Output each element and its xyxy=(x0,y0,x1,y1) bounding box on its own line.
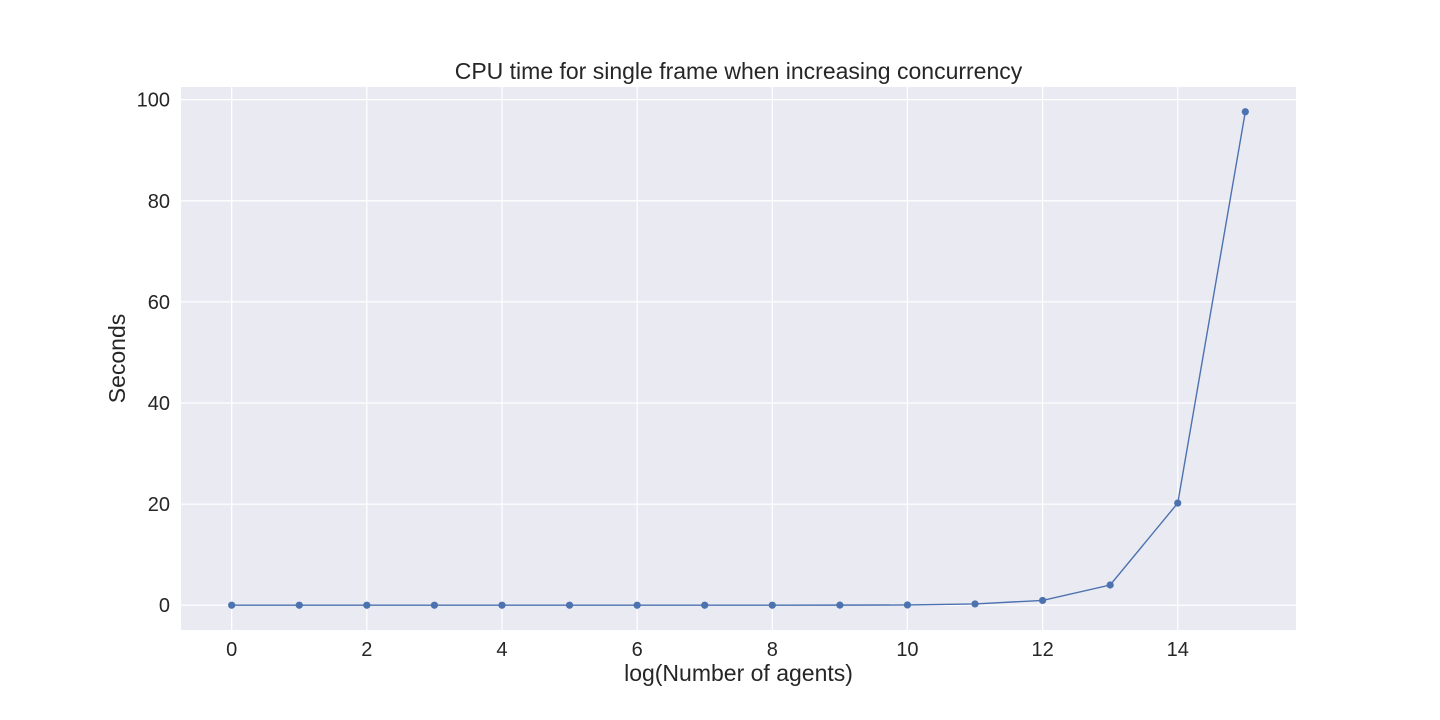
data-point xyxy=(633,601,641,609)
x-axis-title: log(Number of agents) xyxy=(624,660,853,686)
x-tick-label: 8 xyxy=(767,639,778,661)
series-layer xyxy=(228,108,1249,609)
data-point xyxy=(228,601,236,609)
data-point xyxy=(295,601,303,609)
data-point xyxy=(971,600,979,608)
data-point xyxy=(363,601,371,609)
x-tick-label: 12 xyxy=(1031,639,1053,661)
data-point xyxy=(903,601,912,609)
y-tick-label: 80 xyxy=(148,191,170,213)
data-point xyxy=(701,601,709,609)
x-tick-label: 4 xyxy=(496,639,507,661)
x-tick-label: 2 xyxy=(361,639,372,661)
data-point xyxy=(565,601,574,609)
y-tick-label: 100 xyxy=(137,90,170,112)
data-point xyxy=(498,601,506,609)
data-point xyxy=(1038,596,1047,605)
y-axis-ticks: 0 20 40 60 80 100 xyxy=(137,90,170,618)
chart-title: CPU time for single frame when increasin… xyxy=(455,58,1023,84)
y-tick-label: 0 xyxy=(159,595,170,617)
grid-lines xyxy=(181,87,1296,630)
y-tick-label: 60 xyxy=(148,292,170,314)
data-point xyxy=(1241,108,1249,116)
data-point xyxy=(1174,499,1182,507)
data-point xyxy=(1106,581,1114,589)
x-tick-label: 14 xyxy=(1167,639,1189,661)
plot-area xyxy=(181,87,1296,630)
data-point xyxy=(430,601,439,609)
x-axis-ticks: 0 2 4 6 8 10 12 14 xyxy=(226,639,1189,661)
y-axis-title: Seconds xyxy=(104,314,130,404)
x-tick-label: 0 xyxy=(226,639,237,661)
data-point xyxy=(768,601,776,609)
x-tick-label: 10 xyxy=(896,639,918,661)
y-tick-label: 40 xyxy=(148,393,170,415)
y-tick-label: 20 xyxy=(148,494,170,516)
x-tick-label: 6 xyxy=(632,639,643,661)
data-point xyxy=(836,601,844,609)
series-line xyxy=(231,111,1247,606)
